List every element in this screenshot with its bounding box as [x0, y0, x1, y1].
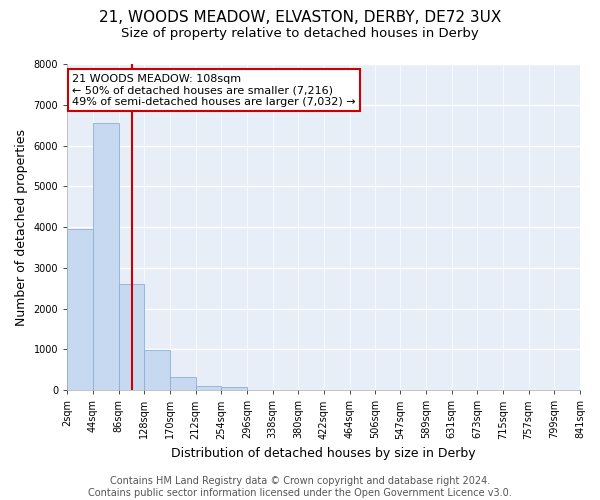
Bar	[196, 386, 221, 390]
Text: 21, WOODS MEADOW, ELVASTON, DERBY, DE72 3UX: 21, WOODS MEADOW, ELVASTON, DERBY, DE72 …	[99, 10, 501, 25]
Bar	[93, 123, 119, 390]
Bar	[221, 387, 247, 390]
X-axis label: Distribution of detached houses by size in Derby: Distribution of detached houses by size …	[171, 447, 476, 460]
Text: Size of property relative to detached houses in Derby: Size of property relative to detached ho…	[121, 28, 479, 40]
Bar	[170, 377, 196, 390]
Text: Contains HM Land Registry data © Crown copyright and database right 2024.
Contai: Contains HM Land Registry data © Crown c…	[88, 476, 512, 498]
Bar	[144, 350, 170, 390]
Text: 21 WOODS MEADOW: 108sqm
← 50% of detached houses are smaller (7,216)
49% of semi: 21 WOODS MEADOW: 108sqm ← 50% of detache…	[73, 74, 356, 107]
Bar	[67, 229, 93, 390]
Y-axis label: Number of detached properties: Number of detached properties	[15, 128, 28, 326]
Bar	[119, 284, 144, 390]
